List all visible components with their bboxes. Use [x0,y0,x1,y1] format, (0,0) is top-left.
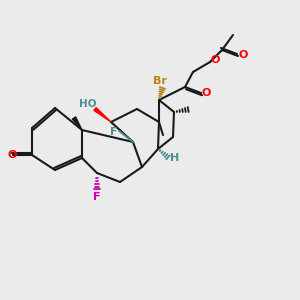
Text: O: O [7,150,17,160]
Polygon shape [94,108,111,122]
Polygon shape [72,117,82,130]
Text: O: O [210,55,220,65]
Text: O: O [201,88,211,98]
Text: O: O [238,50,248,60]
Text: HO: HO [79,99,97,109]
Text: Br: Br [153,76,167,86]
Text: H: H [170,153,180,163]
Text: F: F [110,127,118,137]
Text: F: F [93,192,101,202]
